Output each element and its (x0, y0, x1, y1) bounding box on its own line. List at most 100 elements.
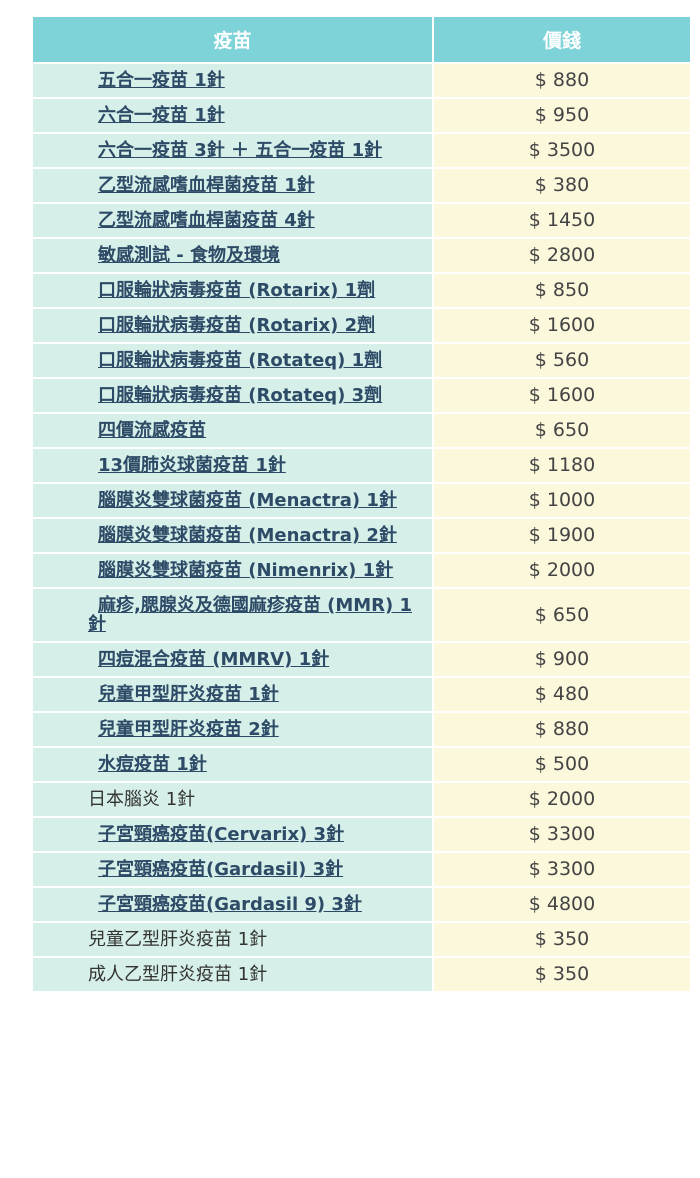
header-cell: 價錢 (434, 17, 690, 62)
table-row: 子宮頸癌疫苗(Gardasil 9) 3針 $ 4800 (33, 888, 690, 921)
price-cell: $ 1900 (434, 519, 690, 552)
vaccine-link[interactable]: 五合一疫苗 1針 (98, 70, 225, 91)
vaccine-cell: 兒童甲型肝炎疫苗 1針 (33, 678, 432, 711)
price-cell: $ 3300 (434, 853, 690, 886)
vaccine-link[interactable]: 腦膜炎雙球菌疫苗 (Nimenrix) 1針 (98, 560, 394, 581)
table-body: 五合一疫苗 1針 $ 880 六合一疫苗 1針 $ 950 六合一疫苗 3針 ＋ 五合一… (33, 64, 690, 991)
price-cell: $ 650 (434, 414, 690, 447)
price-cell: $ 380 (434, 169, 690, 202)
table-row: 水痘疫苗 1針 $ 500 (33, 748, 690, 781)
vaccine-cell: 六合一疫苗 3針 ＋ 五合一疫苗 1針 (33, 134, 432, 167)
vaccine-cell: 水痘疫苗 1針 (33, 748, 432, 781)
table-row: 腦膜炎雙球菌疫苗 (Menactra) 1針 $ 1000 (33, 484, 690, 517)
vaccine-cell: 13價肺炎球菌疫苗 1針 (33, 449, 432, 482)
table-row: 五合一疫苗 1針 $ 880 (33, 64, 690, 97)
table-row: 麻疹,腮腺炎及德國麻疹疫苗 (MMR) 1針 $ 650 (33, 589, 690, 641)
price-cell: $ 4800 (434, 888, 690, 921)
table-row: 子宮頸癌疫苗(Cervarix) 3針 $ 3300 (33, 818, 690, 851)
table-row: 子宮頸癌疫苗(Gardasil) 3針 $ 3300 (33, 853, 690, 886)
vaccine-link[interactable]: 四痘混合疫苗 (MMRV) 1針 (98, 649, 330, 670)
table-row: 口服輪狀病毒疫苗 (Rotarix) 1劑 $ 850 (33, 274, 690, 307)
vaccine-link[interactable]: 兒童甲型肝炎疫苗 2針 (98, 719, 279, 740)
price-cell: $ 1450 (434, 204, 690, 237)
vaccine-link[interactable]: 口服輪狀病毒疫苗 (Rotarix) 1劑 (98, 280, 376, 301)
vaccine-cell: 腦膜炎雙球菌疫苗 (Nimenrix) 1針 (33, 554, 432, 587)
price-table: 疫苗 價錢 五合一疫苗 1針 $ 880 六合一疫苗 1針 $ 950 六合一疫苗 3針… (31, 15, 692, 993)
vaccine-link[interactable]: 子宮頸癌疫苗(Cervarix) 3針 (98, 824, 345, 845)
table-row: 敏感測試 - 食物及環境 $ 2800 (33, 239, 690, 272)
price-cell: $ 1180 (434, 449, 690, 482)
vaccine-link[interactable]: 敏感測試 - 食物及環境 (98, 245, 281, 266)
vaccine-cell: 兒童乙型肝炎疫苗 1針 (33, 923, 432, 956)
table-row: 六合一疫苗 3針 ＋ 五合一疫苗 1針 $ 3500 (33, 134, 690, 167)
price-cell: $ 850 (434, 274, 690, 307)
vaccine-cell: 口服輪狀病毒疫苗 (Rotarix) 1劑 (33, 274, 432, 307)
price-cell: $ 3500 (434, 134, 690, 167)
price-cell: $ 950 (434, 99, 690, 132)
table-row: 兒童乙型肝炎疫苗 1針 $ 350 (33, 923, 690, 956)
vaccine-cell: 子宮頸癌疫苗(Cervarix) 3針 (33, 818, 432, 851)
price-cell: $ 880 (434, 713, 690, 746)
vaccine-link[interactable]: 腦膜炎雙球菌疫苗 (Menactra) 2針 (98, 525, 397, 546)
vaccine-link[interactable]: 子宮頸癌疫苗(Gardasil) 3針 (98, 859, 344, 880)
vaccine-cell: 乙型流感嗜血桿菌疫苗 4針 (33, 204, 432, 237)
table-row: 13價肺炎球菌疫苗 1針 $ 1180 (33, 449, 690, 482)
table-row: 口服輪狀病毒疫苗 (Rotateq) 1劑 $ 560 (33, 344, 690, 377)
price-cell: $ 350 (434, 958, 690, 991)
vaccine-cell: 麻疹,腮腺炎及德國麻疹疫苗 (MMR) 1針 (33, 589, 432, 641)
vaccine-link[interactable]: 六合一疫苗 3針 ＋ 五合一疫苗 1針 (98, 140, 383, 161)
vaccine-link[interactable]: 四價流感疫苗 (98, 420, 206, 441)
vaccine-cell: 腦膜炎雙球菌疫苗 (Menactra) 1針 (33, 484, 432, 517)
price-cell: $ 650 (434, 589, 690, 641)
vaccine-cell: 口服輪狀病毒疫苗 (Rotateq) 1劑 (33, 344, 432, 377)
vaccine-cell: 五合一疫苗 1針 (33, 64, 432, 97)
price-cell: $ 480 (434, 678, 690, 711)
vaccine-link[interactable]: 口服輪狀病毒疫苗 (Rotateq) 3劑 (98, 385, 383, 406)
price-cell: $ 1600 (434, 379, 690, 412)
header-cell: 疫苗 (33, 17, 432, 62)
vaccine-link[interactable]: 六合一疫苗 1針 (98, 105, 225, 126)
price-cell: $ 2000 (434, 783, 690, 816)
vaccine-cell: 子宮頸癌疫苗(Gardasil) 3針 (33, 853, 432, 886)
vaccine-cell: 日本腦炎 1針 (33, 783, 432, 816)
price-cell: $ 560 (434, 344, 690, 377)
table-row: 乙型流感嗜血桿菌疫苗 4針 $ 1450 (33, 204, 690, 237)
header-row: 疫苗 價錢 (33, 17, 690, 62)
vaccine-link[interactable]: 口服輪狀病毒疫苗 (Rotateq) 1劑 (98, 350, 383, 371)
vaccine-cell: 六合一疫苗 1針 (33, 99, 432, 132)
vaccine-link[interactable]: 乙型流感嗜血桿菌疫苗 4針 (98, 210, 315, 231)
table-row: 腦膜炎雙球菌疫苗 (Nimenrix) 1針 $ 2000 (33, 554, 690, 587)
table-row: 乙型流感嗜血桿菌疫苗 1針 $ 380 (33, 169, 690, 202)
table-row: 兒童甲型肝炎疫苗 1針 $ 480 (33, 678, 690, 711)
table-row: 兒童甲型肝炎疫苗 2針 $ 880 (33, 713, 690, 746)
vaccine-cell: 兒童甲型肝炎疫苗 2針 (33, 713, 432, 746)
vaccine-link[interactable]: 口服輪狀病毒疫苗 (Rotarix) 2劑 (98, 315, 376, 336)
price-cell: $ 1600 (434, 309, 690, 342)
vaccine-link[interactable]: 乙型流感嗜血桿菌疫苗 1針 (98, 175, 315, 196)
vaccine-cell: 成人乙型肝炎疫苗 1針 (33, 958, 432, 991)
price-cell: $ 2800 (434, 239, 690, 272)
vaccine-link[interactable]: 水痘疫苗 1針 (98, 754, 207, 775)
vaccine-link[interactable]: 兒童甲型肝炎疫苗 1針 (98, 684, 279, 705)
vaccine-link[interactable]: 麻疹,腮腺炎及德國麻疹疫苗 (MMR) 1針 (88, 595, 413, 635)
price-cell: $ 2000 (434, 554, 690, 587)
table-row: 腦膜炎雙球菌疫苗 (Menactra) 2針 $ 1900 (33, 519, 690, 552)
price-cell: $ 3300 (434, 818, 690, 851)
price-cell: $ 1000 (434, 484, 690, 517)
table-row: 口服輪狀病毒疫苗 (Rotateq) 3劑 $ 1600 (33, 379, 690, 412)
vaccine-cell: 乙型流感嗜血桿菌疫苗 1針 (33, 169, 432, 202)
vaccine-cell: 口服輪狀病毒疫苗 (Rotarix) 2劑 (33, 309, 432, 342)
vaccine-link[interactable]: 子宮頸癌疫苗(Gardasil 9) 3針 (98, 894, 362, 915)
table-row: 四價流感疫苗 $ 650 (33, 414, 690, 447)
vaccine-cell: 敏感測試 - 食物及環境 (33, 239, 432, 272)
vaccine-cell: 四價流感疫苗 (33, 414, 432, 447)
vaccine-link[interactable]: 13價肺炎球菌疫苗 1針 (98, 455, 286, 476)
vaccine-link[interactable]: 腦膜炎雙球菌疫苗 (Menactra) 1針 (98, 490, 397, 511)
price-cell: $ 900 (434, 643, 690, 676)
vaccine-cell: 腦膜炎雙球菌疫苗 (Menactra) 2針 (33, 519, 432, 552)
vaccine-cell: 口服輪狀病毒疫苗 (Rotateq) 3劑 (33, 379, 432, 412)
price-cell: $ 350 (434, 923, 690, 956)
table-row: 日本腦炎 1針 $ 2000 (33, 783, 690, 816)
